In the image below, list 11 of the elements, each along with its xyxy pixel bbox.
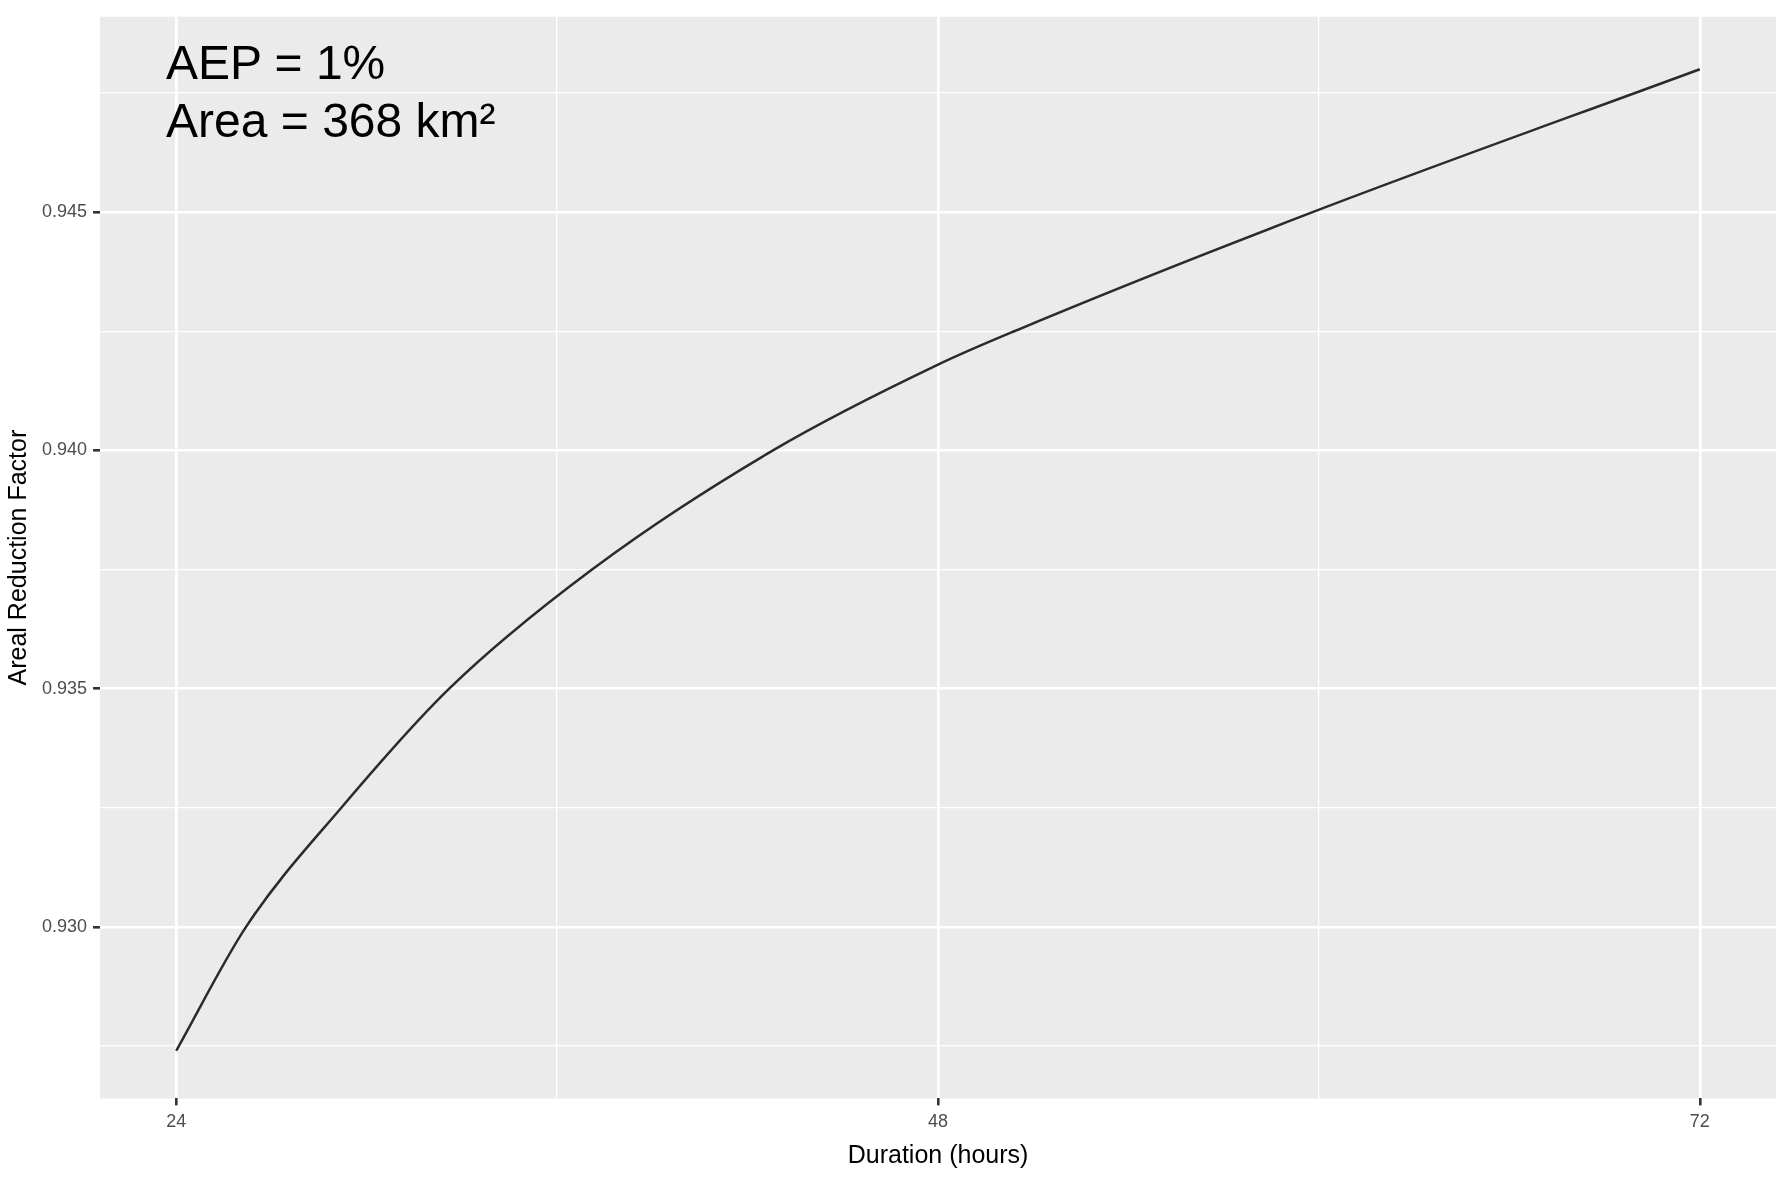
y-tick-label: 0.935 [42, 677, 88, 698]
y-axis-title: Areal Reduction Factor [2, 429, 31, 686]
x-tick-label: 72 [1689, 1111, 1710, 1132]
y-tick-label: 0.945 [42, 201, 88, 222]
annotation: AEP = 1% [166, 36, 386, 90]
annotation: Area = 368 km² [166, 94, 496, 148]
x-tick-label: 48 [928, 1111, 949, 1132]
x-tick-label: 24 [166, 1111, 187, 1132]
x-axis-title: Duration (hours) [847, 1139, 1029, 1168]
y-tick-label: 0.930 [42, 915, 88, 936]
y-tick-label: 0.940 [42, 439, 88, 460]
